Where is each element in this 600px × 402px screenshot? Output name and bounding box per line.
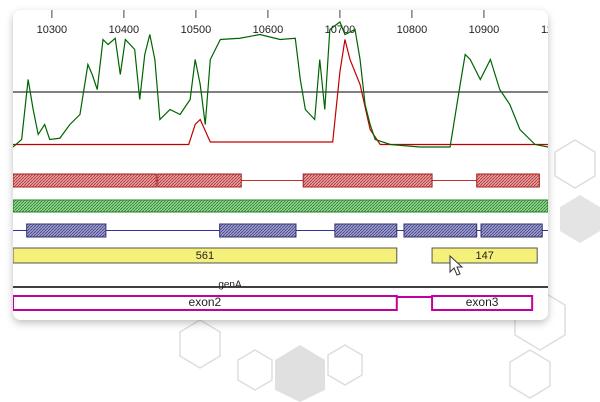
yellow-feature [431,247,538,264]
blue-blocks [219,223,297,238]
red-blocks [13,173,157,188]
red-blocks [157,173,242,188]
blue-blocks [480,223,543,238]
yellow-feature [13,247,398,264]
exon-label: exon3 [466,295,499,309]
ruler-label: 10600 [253,24,284,36]
tracks: 10300 10400 10500 10600 10700 10800 10900 11000… [13,10,571,311]
red-blocks [302,173,433,188]
feature-label: 561 [196,250,214,262]
blue-blocks [334,223,398,238]
feature-label: 147 [475,250,493,262]
exon [431,295,534,311]
ruler-label: 10300 [37,24,68,36]
blue-blocks [26,223,107,238]
panel [13,10,548,320]
red-blocks [476,173,540,188]
ruler-label: 10800 [397,24,428,36]
ruler-label: 11000 [541,24,571,36]
ruler-label: 10400 [109,24,140,36]
exon-label: exon2 [189,295,222,309]
green-signal [13,21,548,148]
green-bar [13,199,548,213]
gene-label: genA [218,280,242,291]
ruler-label: 10900 [469,24,500,36]
exon [13,295,398,311]
cursor [449,254,464,276]
ruler-label: 10500 [181,24,212,36]
red-signal [13,39,548,146]
blue-blocks [403,223,478,238]
hexagon-decoration [179,139,600,402]
